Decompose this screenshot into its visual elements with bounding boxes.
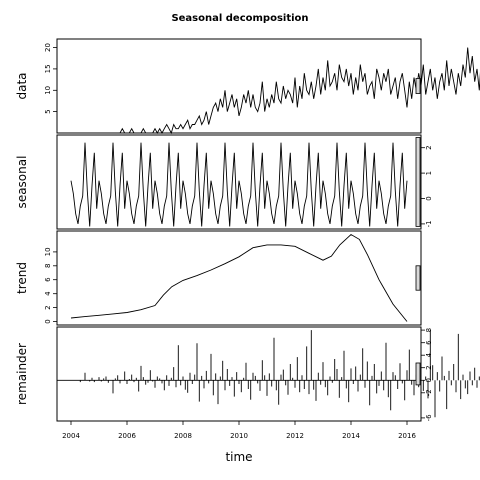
trend-y-tick-label: 8 <box>44 264 52 268</box>
seasonal-y-tick-label: 0 <box>425 196 433 200</box>
panel-trend-range-bar <box>415 265 421 291</box>
remainder-y-tick-label: 8 <box>425 328 433 332</box>
panel-data: data 5 10 15 20 <box>15 38 480 135</box>
seasonal-y-tick-label: 1 <box>425 171 433 175</box>
x-tick-label: 2004 <box>62 432 80 440</box>
data-y-tick-label: 5 <box>44 109 52 113</box>
panel-remainder: remainder -6 -2 0 2 4 6 8 <box>15 326 480 422</box>
seasonal-y-tick-label: 2 <box>425 145 433 149</box>
panel-trend-y-axis: 0 2 4 6 8 10 <box>44 247 57 324</box>
seasonal-y-tick-label: -1 <box>425 220 433 227</box>
remainder-y-tick-label: 6 <box>425 340 433 345</box>
panel-seasonal-range-bar <box>415 137 421 227</box>
panel-seasonal-ylabel: seasonal <box>15 156 29 209</box>
remainder-y-tick-label: -6 <box>425 414 433 422</box>
x-tick-label: 2006 <box>118 432 136 440</box>
panel-seasonal-y-axis: -1 0 1 2 <box>421 145 433 227</box>
panel-seasonal-frame <box>56 134 422 230</box>
data-y-tick-label: 20 <box>44 43 52 52</box>
panel-remainder-ylabel: remainder <box>15 343 29 405</box>
trend-y-tick-label: 0 <box>44 319 52 323</box>
panel-trend: trend 0 2 4 6 8 10 <box>15 230 422 326</box>
remainder-y-tick-label: 2 <box>425 365 433 369</box>
chart-title: Seasonal decomposition <box>171 13 308 24</box>
panel-data-range-bar <box>415 78 421 94</box>
panel-remainder-range-bar <box>415 362 421 386</box>
panel-remainder-frame <box>56 326 422 422</box>
panel-remainder-series <box>57 330 480 418</box>
panel-trend-frame <box>56 230 422 326</box>
x-tick-label: 2008 <box>174 432 192 440</box>
panel-data-y-axis: 5 10 15 20 <box>44 43 57 114</box>
x-tick-label: 2014 <box>342 432 360 440</box>
x-tick-label: 2016 <box>398 432 416 440</box>
x-axis-label: time <box>225 450 252 464</box>
remainder-y-tick-label: -2 <box>425 389 433 396</box>
seasonal-line <box>70 142 408 227</box>
panel-seasonal: seasonal -1 0 1 2 <box>15 134 433 230</box>
remainder-y-tick-label: 0 <box>425 378 433 382</box>
panel-seasonal-series <box>70 142 408 227</box>
panel-trend-series <box>70 233 408 322</box>
trend-line <box>70 233 408 322</box>
trend-y-tick-label: 6 <box>44 277 52 282</box>
data-y-tick-label: 10 <box>44 86 52 95</box>
x-axis: 2004 2006 2008 2010 2012 2014 2016 <box>62 421 416 440</box>
panel-data-series <box>71 47 480 135</box>
x-tick-label: 2012 <box>286 432 304 440</box>
data-line <box>71 47 480 135</box>
panel-data-ylabel: data <box>15 72 29 99</box>
remainder-y-tick-label: 4 <box>425 352 433 357</box>
panel-trend-ylabel: trend <box>15 262 29 294</box>
trend-y-tick-label: 2 <box>44 305 52 309</box>
trend-y-tick-label: 10 <box>44 247 52 256</box>
data-y-tick-label: 15 <box>44 64 52 73</box>
trend-y-tick-label: 4 <box>44 291 52 296</box>
x-tick-label: 2010 <box>230 432 248 440</box>
panel-remainder-y-axis: -6 -2 0 2 4 6 8 <box>421 328 433 422</box>
